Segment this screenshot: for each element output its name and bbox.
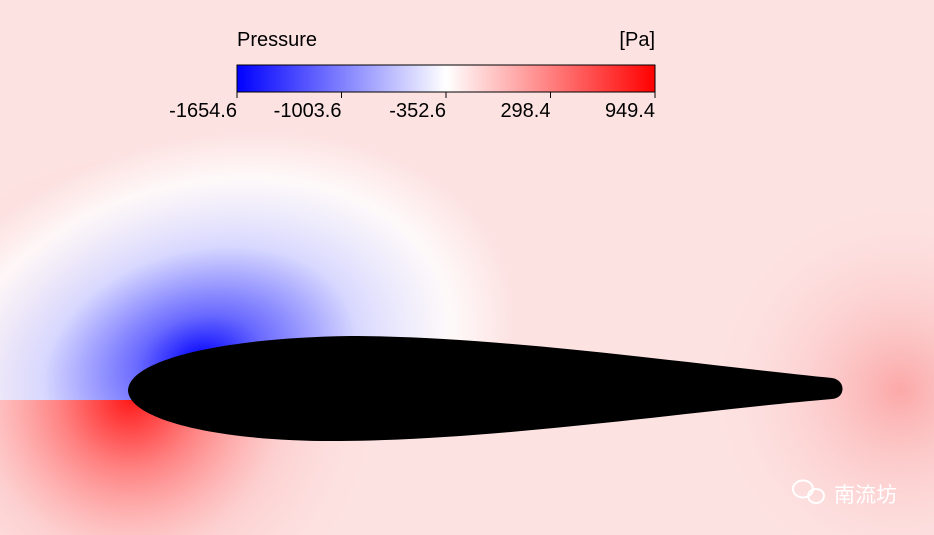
wechat-icon [807,488,825,504]
colorbar-tick-label: -1654.6 [169,100,237,122]
airfoil [128,336,843,442]
legend-title: Pressure [237,29,317,51]
suction-field [0,0,934,400]
colorbar-tick-label: -1003.6 [274,100,342,122]
colorbar-tick-label: -352.6 [389,100,446,122]
legend-unit: [Pa] [619,29,655,51]
colorbar-tick-label: 298.4 [500,100,550,122]
watermark: 南流坊 [792,479,897,507]
watermark-text: 南流坊 [834,484,897,507]
colorbar-gradient [236,64,656,93]
colorbar-tick-label: 949.4 [605,100,655,122]
colorbar: Pressure [Pa] -1654.6 -1003.6 -352.6 298.4 9… [169,29,656,122]
